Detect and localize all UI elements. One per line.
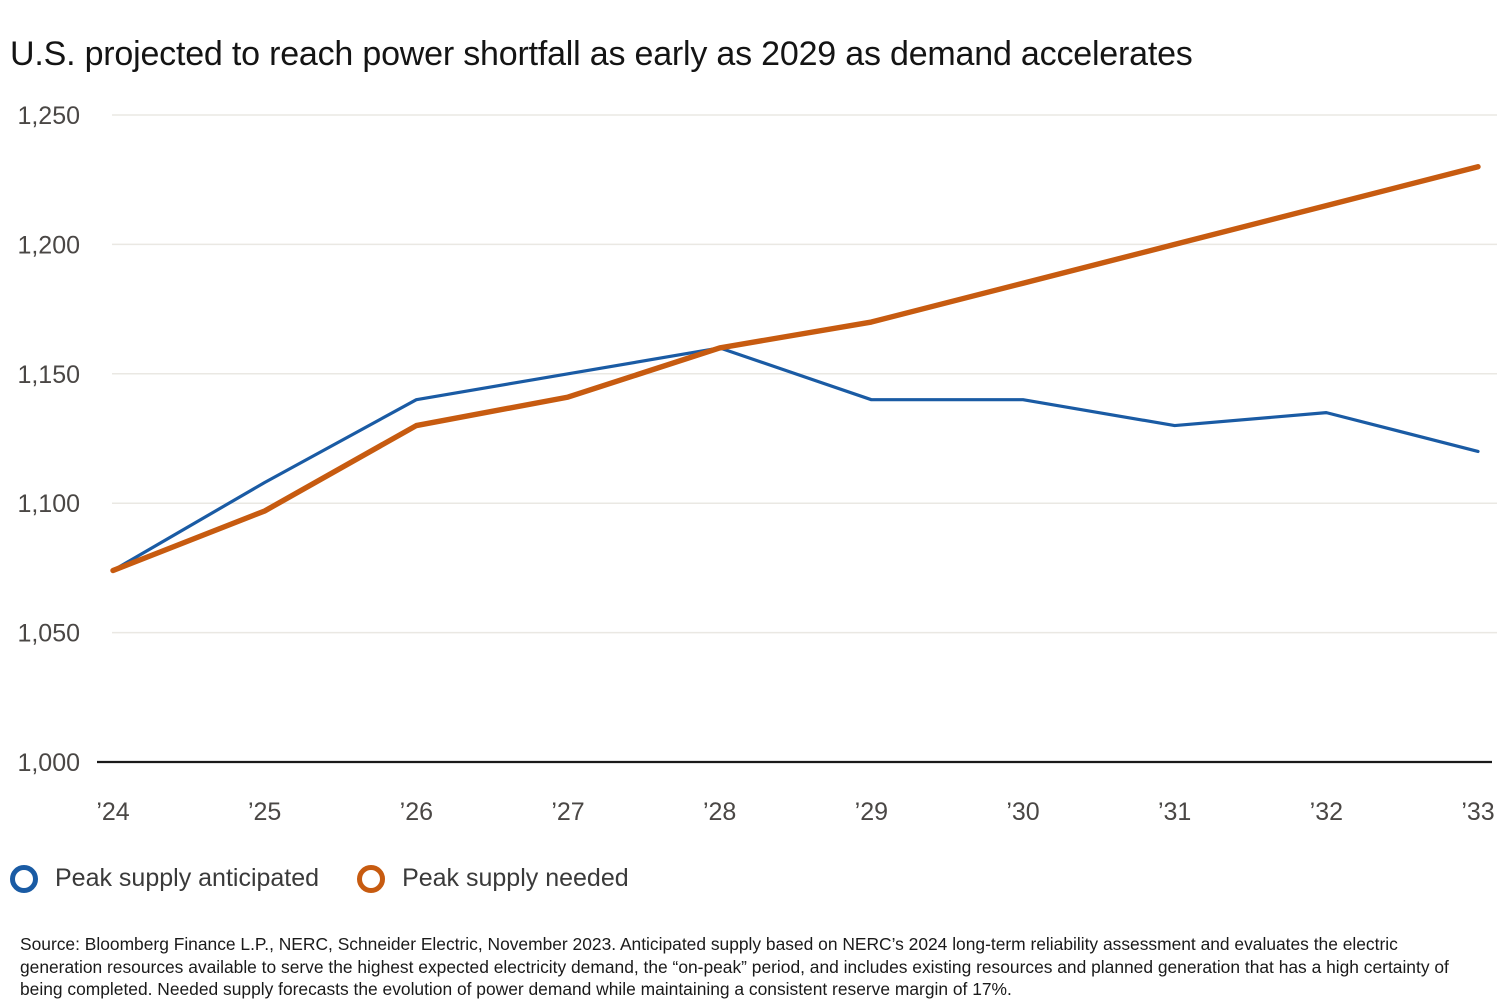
x-tick-label: ’32	[1310, 798, 1343, 826]
x-tick-label: ’27	[551, 798, 584, 826]
line-chart: 1,250 1,200 1,150 1,100 1,050 1,000 ’24 ’25 ’26 ’…	[17, 102, 1497, 826]
x-tick-label: ’30	[1006, 798, 1039, 826]
legend-item-anticipated: Peak supply anticipated	[10, 864, 319, 893]
anticipated-ring-icon	[10, 864, 38, 893]
y-tick-label: 1,250	[17, 102, 80, 130]
y-tick-label: 1,200	[17, 231, 80, 259]
x-tick-label: ’31	[1158, 798, 1191, 826]
x-tick-label: ’24	[96, 798, 129, 826]
y-tick-label: 1,150	[17, 361, 80, 389]
x-tick-label: ’28	[703, 798, 736, 826]
legend-item-needed: Peak supply needed	[357, 864, 629, 893]
x-tick-label: ’25	[248, 798, 281, 826]
series-line-anticipated	[111, 346, 1480, 573]
x-tick-label: ’26	[400, 798, 433, 826]
y-tick-label: 1,000	[17, 749, 80, 777]
chart-legend: Peak supply anticipated Peak supply need…	[10, 864, 629, 893]
legend-label-anticipated: Peak supply anticipated	[55, 864, 320, 892]
series-line-needed	[110, 164, 1481, 574]
source-note: Source: Bloomberg Finance L.P., NERC, Sc…	[20, 934, 1449, 1000]
needed-ring-icon	[357, 864, 386, 893]
y-tick-label: 1,050	[17, 620, 80, 648]
y-tick-label: 1,100	[17, 490, 80, 518]
x-tick-label: ’29	[855, 798, 888, 826]
chart-title: U.S. projected to reach power shortfall …	[10, 34, 1193, 73]
legend-label-needed: Peak supply needed	[402, 864, 629, 892]
x-tick-label: ’33	[1461, 798, 1494, 826]
